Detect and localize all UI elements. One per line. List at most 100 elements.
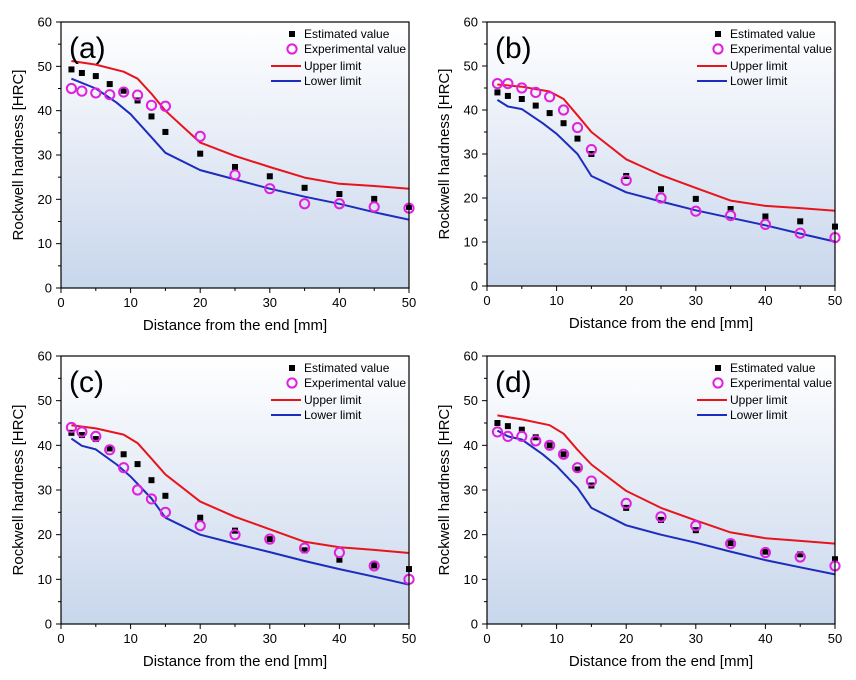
experimental-point [145, 493, 158, 505]
estimated-point [518, 426, 525, 433]
legend-entry-label: Lower limit [304, 408, 362, 422]
y-tick-label: 40 [464, 438, 478, 453]
experimental-point [90, 87, 102, 99]
legend-experimental-marker [712, 377, 724, 389]
experimental-point [118, 86, 130, 98]
experimental-point [502, 430, 514, 442]
chart-panel-1: 0 10 20 30 40 50 0 10 20 30 40 50 60 Distance from th… [436, 15, 842, 333]
estimated-point [532, 434, 539, 441]
experimental-point [759, 218, 772, 230]
experimental-point [90, 430, 102, 442]
estimated-point [560, 120, 567, 127]
x-tick-label: 0 [57, 631, 64, 646]
legend-entry-label: Estimated value [304, 361, 390, 375]
estimated-point [106, 81, 113, 88]
estimated-point [197, 150, 204, 157]
experimental-point [725, 538, 737, 550]
x-tick-label: 40 [758, 293, 772, 308]
legend-experimental-marker [712, 43, 724, 55]
y-tick-label: 60 [464, 349, 478, 364]
y-axis-label: Rockwell hardness [HRC] [10, 405, 27, 576]
experimental-point [264, 183, 276, 195]
experimental-point [194, 130, 206, 142]
plot-area [61, 356, 409, 624]
experimental-point [759, 546, 772, 559]
y-tick-label: 30 [38, 483, 52, 498]
experimental-point [131, 89, 144, 101]
estimated-point [266, 173, 273, 180]
x-tick-label: 0 [483, 293, 490, 308]
experimental-point [530, 435, 542, 447]
plot-area [487, 356, 835, 624]
experimental-point [690, 520, 702, 532]
y-tick-label: 30 [464, 483, 478, 498]
y-tick-label: 60 [464, 15, 478, 30]
x-tick-label: 50 [828, 631, 842, 646]
y-tick-label: 20 [38, 192, 52, 207]
x-tick-label: 50 [828, 293, 842, 308]
estimated-point [78, 432, 85, 439]
x-tick-label: 20 [193, 631, 207, 646]
estimated-point [197, 514, 204, 521]
chart-panel-3: 0 10 20 30 40 50 0 10 20 30 40 50 60 Distance from th… [436, 349, 842, 671]
estimated-point [120, 451, 127, 458]
legend-estimated-marker [289, 31, 295, 37]
experimental-point [333, 546, 345, 559]
y-tick-label: 40 [38, 103, 52, 118]
estimated-point [148, 113, 155, 120]
experimental-point [502, 78, 514, 90]
estimated-point [336, 191, 343, 198]
y-tick-label: 50 [38, 59, 52, 74]
experimental-point [491, 78, 504, 90]
experimental-point [725, 210, 737, 222]
estimated-point [68, 66, 75, 73]
estimated-point [658, 186, 664, 193]
experimental-point [104, 444, 116, 456]
estimated-point [518, 96, 525, 102]
experimental-point [159, 506, 171, 518]
legend-entry-label: Experimental value [730, 42, 832, 56]
experimental-point [655, 511, 667, 523]
legend-entry-label: Upper limit [304, 59, 362, 73]
lower-limit-line [71, 77, 410, 221]
x-tick-label: 30 [263, 631, 277, 646]
experimental-point [571, 462, 584, 474]
y-tick-label: 0 [471, 279, 478, 294]
estimated-point [574, 135, 581, 142]
y-tick-label: 60 [38, 349, 52, 364]
x-tick-label: 30 [263, 295, 277, 310]
estimated-point [162, 492, 169, 499]
experimental-point [118, 462, 130, 474]
x-tick-label: 40 [758, 631, 772, 646]
estimated-point [504, 92, 511, 99]
estimated-point [106, 445, 113, 452]
estimated-point [301, 184, 308, 191]
experimental-point [264, 533, 276, 545]
y-tick-label: 10 [38, 572, 52, 587]
x-axis-label: Distance from the end [mm] [143, 317, 327, 334]
legend-entry-label: Upper limit [730, 393, 788, 407]
estimated-point [546, 110, 553, 117]
legend-entry-label: Upper limit [304, 393, 362, 407]
legend-entry-label: Lower limit [304, 74, 362, 88]
estimated-point [78, 69, 85, 76]
x-tick-label: 0 [57, 295, 64, 310]
chart-panel-2: 0 10 20 30 40 50 0 10 20 30 40 50 60 Distance from th… [10, 349, 416, 671]
x-tick-label: 50 [402, 295, 416, 310]
estimated-point [494, 420, 501, 426]
x-tick-label: 10 [549, 631, 563, 646]
experimental-point [794, 551, 806, 563]
estimated-point [692, 195, 699, 202]
x-tick-label: 30 [689, 293, 703, 308]
estimated-point [92, 436, 99, 443]
y-tick-label: 20 [464, 191, 478, 206]
legend-entry-label: Estimated value [730, 27, 816, 41]
experimental-point [104, 89, 116, 101]
experimental-point [794, 227, 806, 239]
estimated-point [494, 89, 501, 96]
experimental-point [368, 201, 380, 213]
panel-label: (d) [495, 366, 532, 399]
upper-limit-line [71, 60, 410, 190]
experimental-point [620, 497, 632, 509]
y-tick-label: 50 [464, 393, 478, 408]
